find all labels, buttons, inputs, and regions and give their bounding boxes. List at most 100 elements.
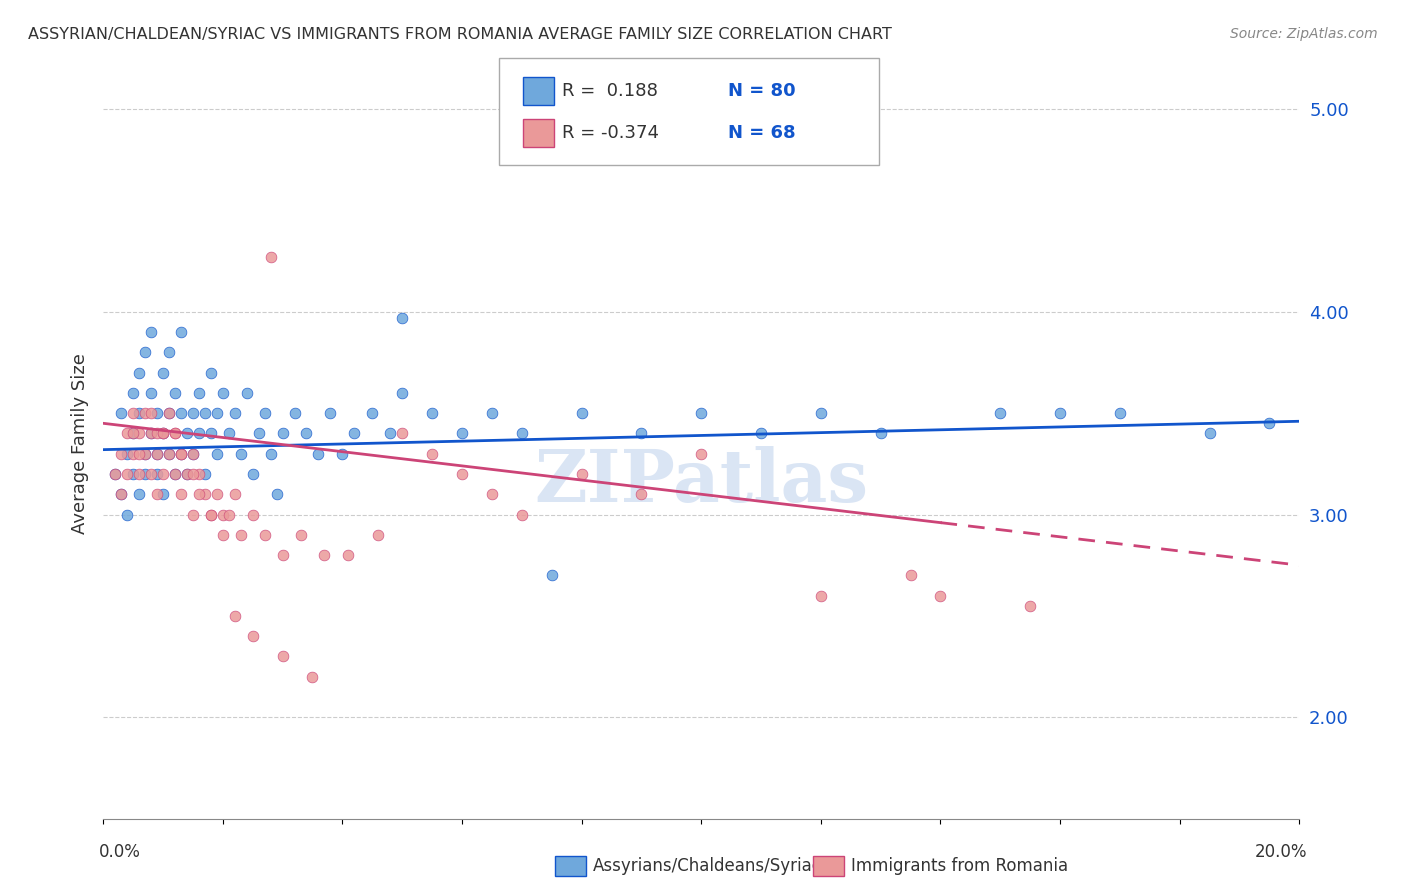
Point — [242, 508, 264, 522]
Point — [170, 487, 193, 501]
Point — [200, 508, 222, 522]
Text: 20.0%: 20.0% — [1256, 843, 1308, 861]
Point — [134, 406, 156, 420]
Point — [115, 467, 138, 481]
Point — [295, 426, 318, 441]
Point — [571, 467, 593, 481]
Point — [163, 426, 186, 441]
Point — [810, 406, 832, 420]
Point — [110, 406, 132, 420]
Point — [420, 447, 443, 461]
Point — [205, 406, 228, 420]
Point — [139, 325, 162, 339]
Point — [1258, 417, 1281, 431]
Point — [128, 366, 150, 380]
Point — [152, 366, 174, 380]
Point — [242, 467, 264, 481]
Point — [134, 345, 156, 359]
Point — [152, 467, 174, 481]
Point — [128, 406, 150, 420]
Point — [122, 426, 145, 441]
Point — [110, 487, 132, 501]
Point — [242, 629, 264, 643]
Point — [200, 366, 222, 380]
Point — [690, 406, 713, 420]
Point — [146, 406, 169, 420]
Point — [187, 385, 209, 400]
Point — [391, 385, 413, 400]
Point — [181, 406, 204, 420]
Point — [253, 406, 276, 420]
Point — [176, 426, 198, 441]
Point — [337, 548, 360, 562]
Point — [319, 406, 342, 420]
Point — [139, 385, 162, 400]
Point — [571, 406, 593, 420]
Point — [187, 487, 209, 501]
Point — [314, 548, 336, 562]
Point — [235, 385, 257, 400]
Point — [988, 406, 1011, 420]
Point — [187, 426, 209, 441]
Point — [361, 406, 384, 420]
Point — [157, 406, 180, 420]
Point — [283, 406, 305, 420]
Point — [540, 568, 562, 582]
Point — [170, 447, 193, 461]
Point — [157, 406, 180, 420]
Point — [187, 467, 209, 481]
Point — [200, 426, 222, 441]
Point — [229, 447, 252, 461]
Point — [194, 406, 217, 420]
Point — [122, 406, 145, 420]
Point — [1019, 599, 1042, 613]
Point — [115, 426, 138, 441]
Point — [122, 467, 145, 481]
Point — [104, 467, 127, 481]
Point — [134, 447, 156, 461]
Point — [301, 670, 323, 684]
Point — [170, 325, 193, 339]
Point — [869, 426, 891, 441]
Point — [224, 406, 246, 420]
Point — [1109, 406, 1132, 420]
Point — [146, 426, 169, 441]
Point — [134, 467, 156, 481]
Point — [510, 426, 533, 441]
Point — [749, 426, 772, 441]
Point — [152, 426, 174, 441]
Point — [146, 487, 169, 501]
Point — [205, 487, 228, 501]
Point — [170, 447, 193, 461]
Point — [163, 467, 186, 481]
Point — [110, 447, 132, 461]
Point — [380, 426, 402, 441]
Point — [810, 589, 832, 603]
Point — [211, 385, 233, 400]
Text: R =  0.188: R = 0.188 — [562, 82, 658, 100]
Text: Source: ZipAtlas.com: Source: ZipAtlas.com — [1230, 27, 1378, 41]
Point — [181, 467, 204, 481]
Point — [122, 447, 145, 461]
Point — [205, 447, 228, 461]
Point — [170, 406, 193, 420]
Point — [253, 528, 276, 542]
Text: R = -0.374: R = -0.374 — [562, 124, 659, 142]
Text: Immigrants from Romania: Immigrants from Romania — [851, 857, 1067, 875]
Point — [146, 447, 169, 461]
Point — [128, 426, 150, 441]
Point — [194, 487, 217, 501]
Point — [900, 568, 922, 582]
Point — [224, 487, 246, 501]
Point — [157, 447, 180, 461]
Point — [259, 250, 281, 264]
Point — [271, 548, 294, 562]
Text: ZIPatlas: ZIPatlas — [534, 446, 869, 516]
Point — [194, 467, 217, 481]
Point — [218, 426, 240, 441]
Point — [630, 426, 652, 441]
Text: Assyrians/Chaldeans/Syriacs: Assyrians/Chaldeans/Syriacs — [593, 857, 831, 875]
Point — [247, 426, 270, 441]
Point — [391, 426, 413, 441]
Point — [1049, 406, 1071, 420]
